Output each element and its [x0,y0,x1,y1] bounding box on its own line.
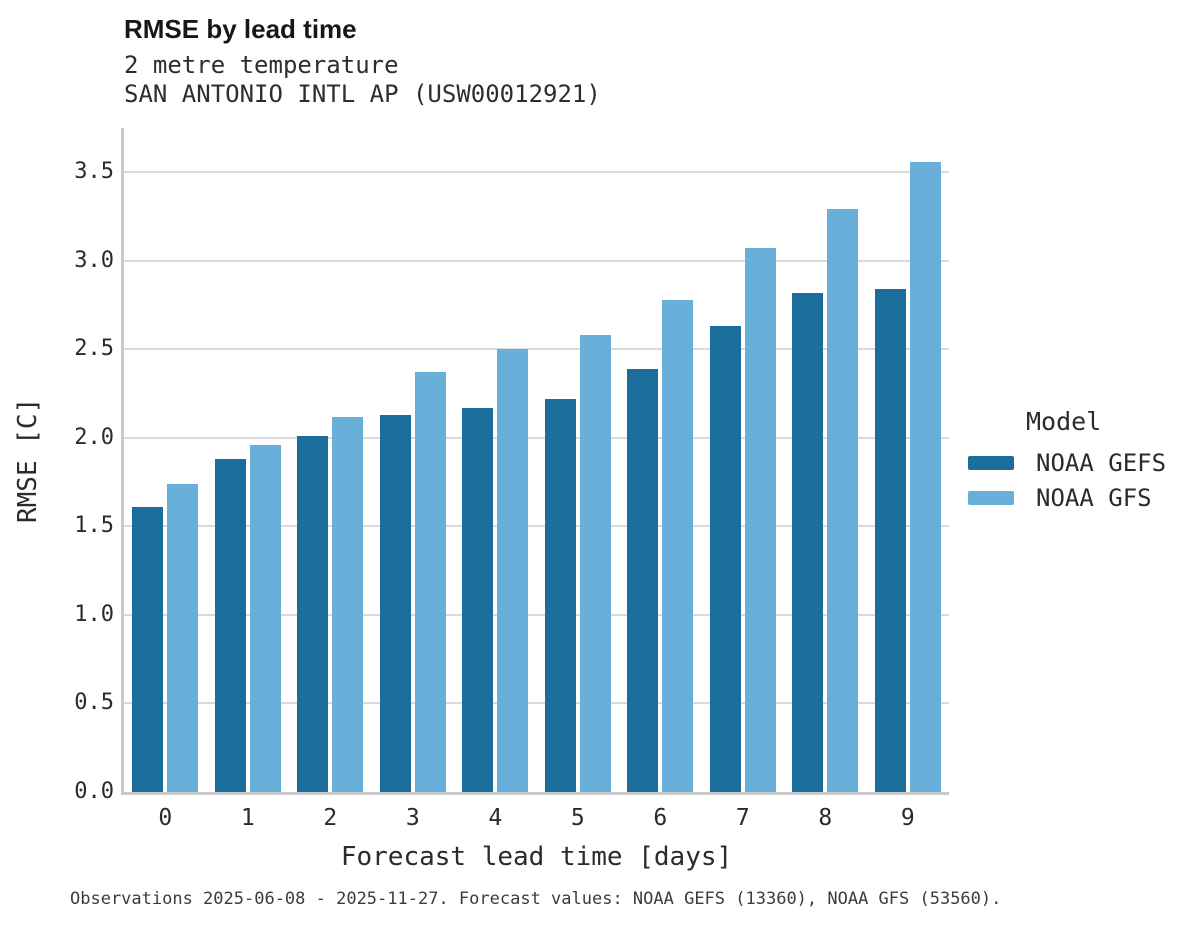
bar-noaa-gfs-lead-3 [414,372,446,792]
gridline-1.0 [124,613,949,616]
y-tick-label-2.5: 2.5 [74,336,114,362]
y-tick-label-3.5: 3.5 [74,159,114,185]
y-axis-spine [121,128,124,795]
bar-noaa-gefs-lead-8 [792,292,824,792]
legend-label-noaa-gfs: NOAA GFS [1036,484,1152,512]
bar-noaa-gefs-lead-0 [132,506,164,792]
footer-caption: Observations 2025-06-08 - 2025-11-27. Fo… [70,889,1002,909]
bar-noaa-gfs-lead-5 [579,335,611,792]
gridline-2.5 [124,348,949,351]
chart-subtitle-variable: 2 metre temperature [124,51,399,79]
y-tick-label-3.0: 3.0 [74,247,114,273]
x-axis-label: Forecast lead time [days] [340,842,733,872]
legend-swatch-noaa-gfs [968,491,1014,505]
gridline-3.0 [124,259,949,262]
bar-noaa-gefs-lead-9 [874,289,906,792]
bar-noaa-gfs-lead-0 [167,483,199,792]
gridline-2.0 [124,436,949,439]
x-tick-label-5: 5 [570,805,585,831]
chart-title: RMSE by lead time [124,14,357,44]
x-axis-spine [121,792,949,795]
plot-area [124,128,949,792]
bar-noaa-gfs-lead-6 [662,299,694,792]
bar-noaa-gfs-lead-1 [249,444,281,792]
bar-noaa-gfs-lead-4 [497,349,529,792]
bar-noaa-gefs-lead-1 [214,459,246,792]
x-tick-label-1: 1 [240,805,255,831]
bar-noaa-gfs-lead-7 [744,248,776,792]
gridline-3.5 [124,171,949,174]
x-tick-label-7: 7 [735,805,750,831]
legend: Model NOAA GEFS NOAA GFS [968,407,1166,521]
x-tick-label-3: 3 [405,805,420,831]
legend-label-noaa-gefs: NOAA GEFS [1036,449,1167,477]
y-tick-label-0.5: 0.5 [74,690,114,716]
bar-noaa-gefs-lead-2 [297,436,329,792]
x-tick-label-0: 0 [158,805,173,831]
x-tick-label-8: 8 [818,805,833,831]
x-tick-label-9: 9 [900,805,915,831]
y-tick-label-2.0: 2.0 [74,424,114,450]
legend-title: Model [1026,407,1102,436]
x-tick-label-2: 2 [323,805,338,831]
bar-noaa-gfs-lead-8 [827,209,859,792]
y-tick-label-1.5: 1.5 [74,513,114,539]
bar-noaa-gefs-lead-3 [379,414,411,792]
gridline-1.5 [124,525,949,528]
x-tick-label-6: 6 [653,805,668,831]
bar-noaa-gefs-lead-5 [544,398,576,792]
legend-entry-noaa-gfs: NOAA GFS [968,484,1166,512]
x-tick-label-4: 4 [488,805,503,831]
bar-noaa-gfs-lead-9 [909,161,941,792]
legend-swatch-noaa-gefs [968,456,1014,470]
bar-noaa-gfs-lead-2 [332,416,364,792]
bar-noaa-gefs-lead-4 [462,407,494,792]
y-tick-label-1.0: 1.0 [74,601,114,627]
bar-noaa-gefs-lead-6 [627,368,659,792]
chart-subtitle-station: SAN ANTONIO INTL AP (USW00012921) [124,80,601,108]
legend-entry-noaa-gefs: NOAA GEFS [968,449,1167,477]
bar-noaa-gefs-lead-7 [709,326,741,792]
gridline-0.5 [124,702,949,705]
y-tick-label-0.0: 0.0 [74,779,114,804]
